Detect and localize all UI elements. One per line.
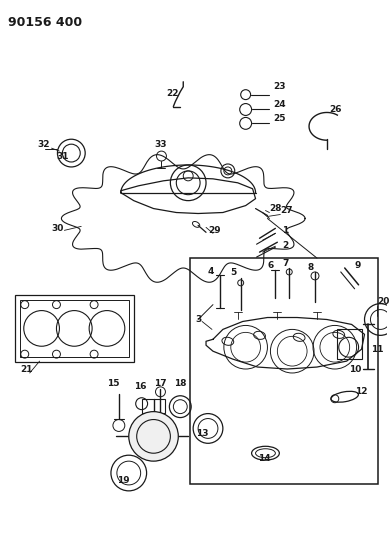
Text: 33: 33 [154, 140, 167, 149]
Text: 24: 24 [273, 100, 286, 109]
Text: 14: 14 [258, 454, 270, 463]
Text: 29: 29 [208, 226, 221, 235]
Text: 17: 17 [154, 379, 166, 389]
Bar [190, 258, 378, 484]
Text: 13: 13 [196, 429, 209, 438]
Text: 31: 31 [56, 151, 69, 160]
Text: 25: 25 [273, 114, 286, 123]
Text: 6: 6 [267, 261, 274, 270]
Text: 10: 10 [349, 365, 361, 374]
Text: 22: 22 [167, 89, 179, 98]
Text: 26: 26 [329, 105, 341, 114]
Bar [15, 295, 134, 362]
Text: 18: 18 [174, 379, 187, 389]
Circle shape [129, 411, 178, 461]
Bar [142, 399, 165, 413]
Text: 9: 9 [355, 261, 361, 270]
Text: 28: 28 [269, 204, 282, 213]
Text: 12: 12 [355, 387, 367, 397]
Text: 15: 15 [107, 379, 120, 389]
Text: 16: 16 [134, 382, 146, 391]
Text: 21: 21 [20, 365, 32, 374]
Bar [337, 329, 362, 359]
Text: 90156 400: 90156 400 [8, 17, 82, 29]
Text: 20: 20 [377, 297, 390, 306]
Text: 3: 3 [195, 315, 201, 324]
Text: 27: 27 [280, 206, 293, 215]
Text: 11: 11 [371, 345, 384, 354]
Text: 1: 1 [282, 226, 289, 235]
Text: 7: 7 [282, 259, 289, 268]
Text: 19: 19 [117, 477, 129, 486]
Text: 23: 23 [273, 82, 286, 91]
Text: 32: 32 [38, 140, 50, 149]
Bar [20, 300, 129, 357]
Text: 5: 5 [230, 269, 236, 278]
Text: 4: 4 [208, 268, 214, 277]
Text: 8: 8 [307, 263, 313, 272]
Text: 30: 30 [52, 224, 64, 233]
Text: 2: 2 [282, 241, 289, 249]
